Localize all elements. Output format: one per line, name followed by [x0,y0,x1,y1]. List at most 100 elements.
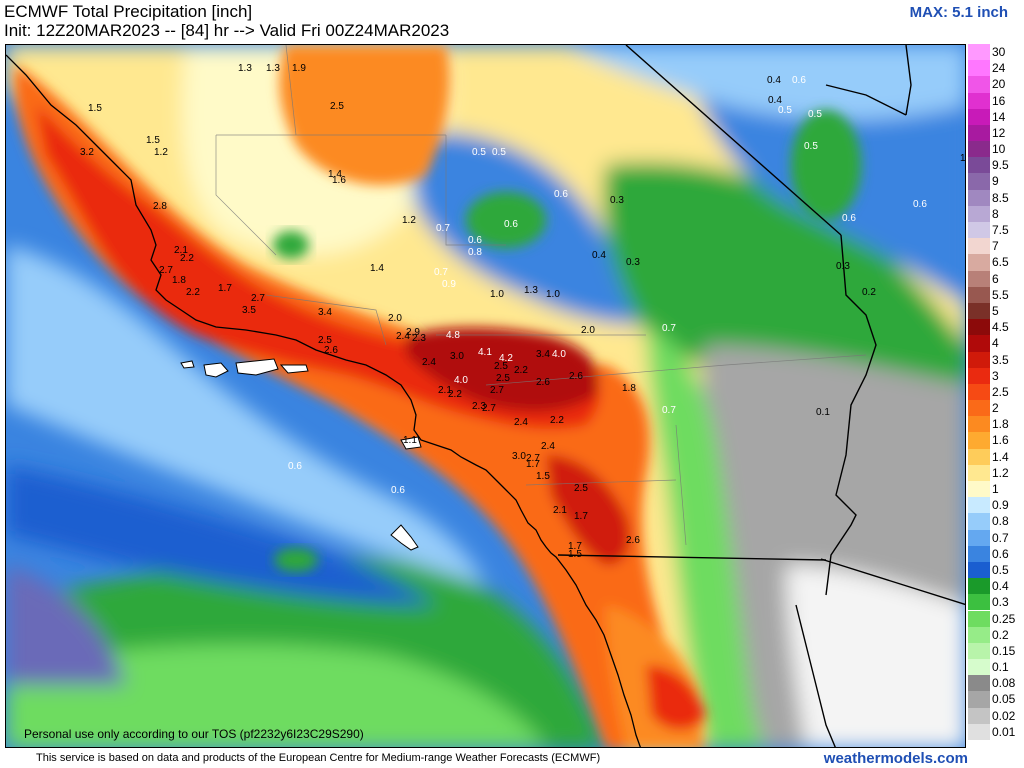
legend-swatch [968,675,990,692]
precip-value-label: 2.3 [412,333,426,344]
island [235,358,279,376]
legend-swatch [968,189,990,206]
legend-item: 1.4 [968,448,1024,465]
precip-value-label: 2.7 [490,385,504,396]
legend-label: 1 [992,482,999,497]
precip-value-label: 2.5 [318,335,332,346]
precip-value-label: 0.4 [592,250,606,261]
precip-value-label: 2.2 [186,287,200,298]
legend-swatch [968,335,990,352]
legend-label: 1.4 [992,449,1009,464]
eastern-light-green-strip [646,325,765,747]
state-borders [557,45,965,747]
site-link[interactable]: weathermodels.com [823,750,968,767]
precip-value-label: 0.6 [504,219,518,230]
county-line [285,45,297,136]
legend-label: 4.5 [992,320,1009,335]
precip-value-label: 2.5 [494,361,508,372]
legend-item: 1.8 [968,416,1024,433]
precip-value-label: 1.7 [526,459,540,470]
legend-item: 30 [968,44,1024,61]
precip-value-label: 2.1 [553,505,567,516]
coastline [6,54,641,747]
precip-value-label: 1.2 [154,147,168,158]
legend-swatch [968,707,990,724]
legend-swatch [968,545,990,562]
precip-value-label: 1.5 [568,549,582,560]
legend-label: 0.7 [992,530,1009,545]
precip-value-label: 0.9 [442,279,456,290]
legend-item: 6.5 [968,254,1024,271]
ocean-green-patch [274,548,318,572]
precip-value-label: 1.2 [402,215,416,226]
precip-value-label: 0.7 [436,223,450,234]
county-line [675,424,687,546]
legend-swatch [968,561,990,579]
legend-item: 12 [968,124,1024,142]
county-line [445,135,506,246]
ecmwf-attribution: This service is based on data and produc… [36,752,601,764]
legend-label: 7 [992,239,999,254]
legend-item: 1.2 [968,464,1024,481]
precip-value-label: 2.4 [396,331,410,342]
precip-value-label: 0.2 [862,287,876,298]
precip-value-label: 0.6 [288,461,302,472]
island [400,436,422,450]
legend-label: 0.25 [992,611,1016,626]
legend-label: 0.02 [992,708,1016,723]
legend-swatch [968,642,990,660]
precip-value-label: 1.7 [574,511,588,522]
precip-value-label: 2.6 [536,377,550,388]
desert-white-field [786,565,965,747]
legend-swatch [968,319,990,336]
precip-value-label: 0.3 [610,195,624,206]
legend-item: 20 [968,76,1024,93]
southern-red-core [546,455,630,565]
precip-value-label: 0.5 [472,147,486,158]
precip-value-label: 1.7 [568,541,582,552]
state-border [905,45,912,116]
legend-label: 12 [992,125,1006,140]
legend-label: 0.1 [992,660,1009,675]
precip-value-label: 2.4 [422,357,436,368]
inland-green-patch-2 [273,231,309,259]
legend-label: 9 [992,174,999,189]
legend-label: 0.2 [992,627,1009,642]
ocean-light-blue-field [6,245,486,585]
legend-swatch [968,270,990,287]
legend-item: 0.8 [968,513,1024,530]
legend-swatch [968,173,990,190]
ocean-light-green-field [6,644,545,747]
island [279,364,309,374]
precip-value-label: 2.9 [406,327,420,338]
precip-value-label: 1.0 [546,289,560,300]
county-line [525,479,677,486]
precip-value-label: 1.7 [218,283,232,294]
legend-label: 1.2 [992,465,1009,480]
precip-value-label: 4.0 [454,375,468,386]
precip-value-label: 0.6 [554,189,568,200]
legend-swatch [968,481,990,498]
legend-label: 0.9 [992,498,1009,513]
precip-value-label: 3.2 [80,147,94,158]
county-line [725,354,867,366]
precip-value-label: 0.6 [842,213,856,224]
precip-value-label: 0.1 [816,407,830,418]
legend-label: 8 [992,206,999,221]
legend-label: 0.15 [992,643,1016,658]
legend-label: 0.8 [992,514,1009,529]
legend-label: 0.01 [992,724,1016,739]
legend-item: 8.5 [968,189,1024,206]
legend-swatch [968,578,990,595]
legend-swatch [968,416,990,433]
legend-label: 0.4 [992,579,1009,594]
legend-item: 0.6 [968,545,1024,562]
precip-value-label: 1.5 [536,471,550,482]
legend-swatch [968,594,990,611]
precip-value-label: 2.6 [626,535,640,546]
legend-item: 0.08 [968,675,1024,692]
precip-value-label: 4.0 [552,349,566,360]
precip-value-label: 1.5 [88,103,102,114]
legend-item: 4.5 [968,319,1024,336]
legend-item: 7.5 [968,222,1024,239]
